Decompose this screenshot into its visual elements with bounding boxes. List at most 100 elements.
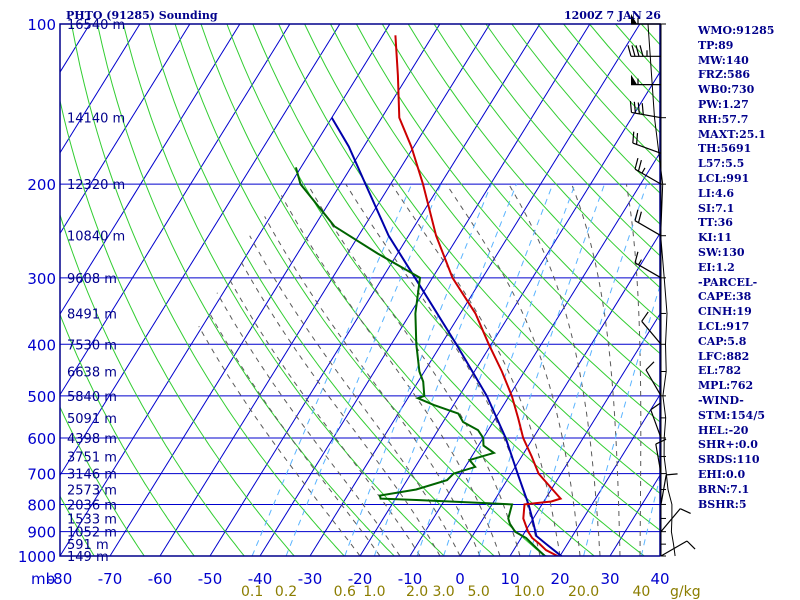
dry-adiabat-line [381,24,660,355]
dry-adiabat-line [60,495,95,556]
mixing-ratio-label: 10.0 [514,584,545,600]
stat-line: LCL:991 [698,171,750,185]
stat-line: -WIND- [698,393,744,407]
dry-adiabat-line [459,24,660,257]
wind-barb [645,361,662,397]
wind-barb-staff [655,443,662,474]
height-label: 6638 m [67,366,117,381]
dry-adiabat-line [252,24,660,531]
temperature-tick-label: -70 [98,570,123,588]
stat-line: TP:89 [698,38,734,52]
dry-adiabat-line [60,213,245,556]
stat-line: WMO:91285 [698,24,775,37]
wind-profile [627,14,696,557]
dry-adiabat-line [148,24,495,556]
stat-line: CAPE:38 [698,290,752,304]
wind-barb [634,209,662,237]
wind-barb-feather [666,473,678,476]
wind-barb [660,508,691,533]
isotherm-line [259,24,591,556]
wind-barb-staff [645,369,662,397]
dry-adiabat-line [355,24,660,388]
wind-barb [632,131,662,154]
wind-barb-feather [641,311,649,322]
wind-barb-feather [634,209,639,221]
mixing-ratio-line [478,183,605,556]
height-label: 3146 m [67,468,117,483]
moist-adiabat-line [228,277,421,556]
dry-adiabat-line [200,24,595,556]
wind-barb-feather [627,45,632,57]
isotherm-line [509,313,660,556]
wind-barb [634,251,662,279]
mixing-ratio-lines [251,183,660,556]
wind-barb-feather [680,508,691,514]
moist-adiabat-line [391,183,561,556]
wind-barb-feather [686,540,696,550]
mixing-ratio-label: 40 [632,584,650,600]
wind-barb-feather [634,157,639,170]
wind-barb [660,473,678,505]
isotherm-line [109,24,441,556]
temperature-tick-label: 30 [600,570,619,588]
height-label: 14140 m [67,112,125,127]
wind-barb-staff [660,540,688,557]
wind-barb-feather [639,45,644,57]
mixing-ratio-line [528,183,648,556]
wind-barb-staff [650,409,662,439]
pressure-tick-label: 900 [27,524,56,542]
moist-adiabat-line [571,183,621,556]
height-label: 149 m [67,550,109,565]
wind-barb [631,14,661,25]
height-label: 9608 m [67,272,117,287]
mixing-ratio-unit-label: g/kg [670,584,701,600]
wind-barb [627,45,661,57]
pressure-tick-label: 200 [27,176,56,194]
height-label: 1052 m [67,526,117,541]
pressure-tick-label: 400 [27,336,56,354]
station-title: PHTO (91285) Sounding [66,9,218,22]
moist-adiabat-line [240,261,441,556]
stat-line: EL:782 [698,364,742,378]
wind-barb-feather [634,251,639,263]
dry-adiabats [60,24,660,556]
height-label: 591 m [67,538,109,553]
stat-line: BSHR:5 [698,497,747,511]
stat-line: MPL:762 [698,379,754,393]
pressure-unit-label: mb [31,570,55,588]
wind-barb-half [641,167,646,174]
dry-adiabat-line [174,24,545,556]
height-label: 5091 m [67,412,117,427]
stat-line: LCL:917 [698,319,750,333]
wind-barb-staff [632,142,662,154]
isotherm-line [60,24,341,477]
stat-line: EI:1.2 [698,260,735,274]
temperature-tick-label: -60 [148,570,173,588]
dewpoint-trace [294,167,548,556]
height-label: 2036 m [67,498,117,513]
pressure-tick-label: 800 [27,496,56,514]
isotherm-line [60,24,241,316]
stat-line: KI:11 [698,231,733,245]
pressure-tick-label: 600 [27,430,56,448]
wind-barb-staff [634,168,662,185]
mixing-ratio-label: 2.0 [406,584,428,600]
stat-line: -PARCEL- [698,275,758,289]
mixing-ratio-line [640,474,660,556]
wind-barb [650,402,662,439]
wind-barb [641,311,662,345]
mixing-ratio-label: 0.2 [275,584,297,600]
isotherm-line [559,393,660,556]
temperature-tick-label: 0 [455,570,465,588]
height-label: 7530 m [67,338,117,353]
wind-barb-feather [637,159,642,172]
temperature-tick-label: 40 [650,570,669,588]
dry-adiabat-line [226,24,645,556]
height-labels: 16540 m 14140 m 12320 m 10840 m 9608 m 8491 m… [67,18,125,565]
temperature-tick-label: 20 [550,570,569,588]
mixing-ratio-line [344,183,492,556]
parcel-trace [330,117,563,556]
wind-barb-feather [637,102,640,114]
temperature-tick-label: -40 [248,570,273,588]
wind-barb-flag [631,14,637,24]
